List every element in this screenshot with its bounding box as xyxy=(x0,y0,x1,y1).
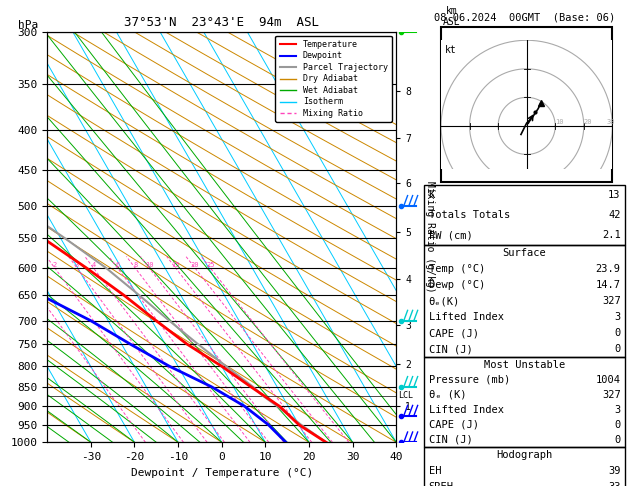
Text: 327: 327 xyxy=(602,296,621,306)
Text: 2.1: 2.1 xyxy=(602,230,621,240)
Text: kt: kt xyxy=(445,45,456,55)
Text: 20: 20 xyxy=(584,120,593,125)
Text: Lifted Index: Lifted Index xyxy=(428,405,504,415)
Text: hPa: hPa xyxy=(18,19,38,30)
Text: Temp (°C): Temp (°C) xyxy=(428,264,485,275)
Legend: Temperature, Dewpoint, Parcel Trajectory, Dry Adiabat, Wet Adiabat, Isotherm, Mi: Temperature, Dewpoint, Parcel Trajectory… xyxy=(276,36,392,122)
Text: CAPE (J): CAPE (J) xyxy=(428,419,479,430)
X-axis label: Dewpoint / Temperature (°C): Dewpoint / Temperature (°C) xyxy=(131,468,313,478)
Text: Surface: Surface xyxy=(503,248,547,259)
Text: Dewp (°C): Dewp (°C) xyxy=(428,280,485,290)
Text: 10: 10 xyxy=(145,262,153,268)
Text: Hodograph: Hodograph xyxy=(496,450,553,460)
Text: 0: 0 xyxy=(615,344,621,354)
Text: PW (cm): PW (cm) xyxy=(428,230,472,240)
Text: 3: 3 xyxy=(615,312,621,322)
Text: SREH: SREH xyxy=(428,482,454,486)
Text: CIN (J): CIN (J) xyxy=(428,434,472,445)
Text: LCL: LCL xyxy=(398,391,413,400)
Text: θₑ(K): θₑ(K) xyxy=(428,296,460,306)
Text: 33: 33 xyxy=(608,482,621,486)
Text: 3: 3 xyxy=(615,405,621,415)
Text: 3: 3 xyxy=(75,262,79,268)
Text: 1004: 1004 xyxy=(596,375,621,385)
Y-axis label: Mixing Ratio (g/kg): Mixing Ratio (g/kg) xyxy=(425,181,435,293)
Text: 13: 13 xyxy=(608,190,621,200)
Text: 30: 30 xyxy=(606,120,615,125)
Text: 20: 20 xyxy=(191,262,199,268)
Text: EH: EH xyxy=(428,466,441,476)
Text: Totals Totals: Totals Totals xyxy=(428,210,509,220)
Text: Most Unstable: Most Unstable xyxy=(484,360,565,370)
Text: 23.9: 23.9 xyxy=(596,264,621,275)
Text: 14.7: 14.7 xyxy=(596,280,621,290)
Text: 39: 39 xyxy=(608,466,621,476)
Title: 37°53'N  23°43'E  94m  ASL: 37°53'N 23°43'E 94m ASL xyxy=(124,16,320,29)
Text: Lifted Index: Lifted Index xyxy=(428,312,504,322)
Text: 15: 15 xyxy=(171,262,180,268)
Text: 25: 25 xyxy=(206,262,214,268)
Text: 10: 10 xyxy=(555,120,564,125)
Text: 42: 42 xyxy=(608,210,621,220)
Text: km
ASL: km ASL xyxy=(443,6,461,28)
Text: CIN (J): CIN (J) xyxy=(428,344,472,354)
Text: 2: 2 xyxy=(53,262,57,268)
Text: K: K xyxy=(428,190,435,200)
Text: CAPE (J): CAPE (J) xyxy=(428,328,479,338)
Text: 6: 6 xyxy=(115,262,120,268)
Text: 327: 327 xyxy=(602,390,621,399)
Text: 8: 8 xyxy=(133,262,137,268)
Text: Pressure (mb): Pressure (mb) xyxy=(428,375,509,385)
Text: 0: 0 xyxy=(615,434,621,445)
Text: 4: 4 xyxy=(91,262,96,268)
Text: 0: 0 xyxy=(615,328,621,338)
Text: 0: 0 xyxy=(615,419,621,430)
Text: 08.06.2024  00GMT  (Base: 06): 08.06.2024 00GMT (Base: 06) xyxy=(434,12,615,22)
Text: θₑ (K): θₑ (K) xyxy=(428,390,466,399)
